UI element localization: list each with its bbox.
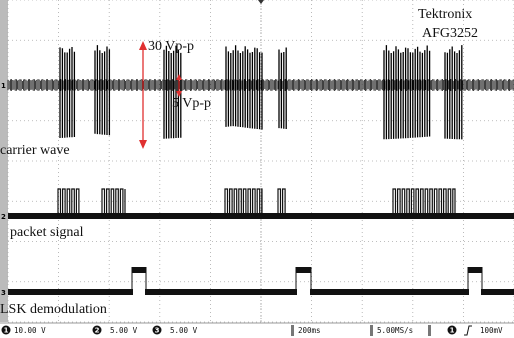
- lsk-gap: [469, 289, 481, 295]
- badge-text: 1: [450, 327, 455, 335]
- instrument-brand: Tektronix: [418, 7, 472, 22]
- lsk-gap: [297, 289, 310, 295]
- oscilloscope-screen: Tektronix AFG3252 30 Vp-p 5 Vp-p carrier…: [0, 0, 514, 338]
- packet-pulses: [58, 189, 455, 216]
- lsk-pulse: [132, 267, 146, 273]
- badge-text: 2: [95, 327, 100, 335]
- lsk-pulse: [468, 267, 482, 273]
- waveforms: [8, 45, 514, 295]
- status-bar: [0, 323, 514, 338]
- badge-text: 3: [155, 327, 160, 335]
- lsk-pulse: [296, 267, 311, 273]
- channel-label: packet signal: [10, 225, 84, 240]
- channel-marker: 2: [1, 213, 6, 221]
- channel-scale: 5.00 V: [110, 326, 138, 335]
- annotation: 5 Vp-p: [172, 96, 211, 111]
- channel-scale: 10.00 V: [14, 326, 46, 335]
- annotation: 30 Vp-p: [148, 39, 194, 54]
- box-edge: [428, 325, 431, 336]
- channel-marker: 1: [1, 82, 6, 90]
- box-edge: [370, 325, 373, 336]
- trigger-level: 100mV: [480, 326, 503, 335]
- instrument-model: AFG3252: [422, 26, 478, 41]
- trigger-pos: [258, 0, 264, 4]
- timebase: 200ms: [298, 326, 321, 335]
- box-edge: [291, 325, 294, 336]
- grid: [8, 0, 514, 322]
- channel-marker: 3: [1, 289, 6, 297]
- page: Tektronix AFG3252 30 Vp-p 5 Vp-p carrier…: [0, 0, 514, 338]
- packet-baseline: [8, 213, 514, 219]
- lsk-baseline: [8, 289, 514, 295]
- badge-text: 1: [4, 327, 9, 335]
- channel-label: carrier wave: [0, 143, 70, 158]
- lsk-gap: [133, 289, 145, 295]
- channel-scale: 5.00 V: [170, 326, 198, 335]
- channel-label: LSK demodulation: [0, 302, 107, 317]
- left-strip: [0, 0, 8, 322]
- sample-rate: 5.00MS/s: [377, 326, 413, 335]
